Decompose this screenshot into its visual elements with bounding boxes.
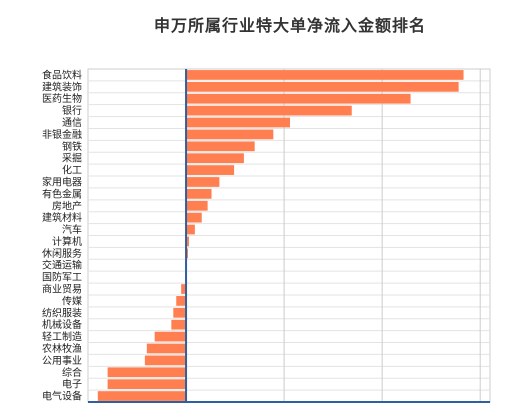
category-label: 非银金融: [42, 128, 82, 141]
bar: [186, 200, 208, 211]
category-label: 公用事业: [42, 354, 82, 367]
category-label: 纺织服装: [42, 306, 82, 319]
category-label: 食品饮料: [42, 68, 82, 81]
category-label-layer: 食品饮料建筑装饰医药生物银行通信非银金融钢铁采掘化工家用电器有色金属房地产建筑材…: [42, 68, 82, 402]
bar: [186, 81, 459, 92]
category-label: 交通运输: [42, 259, 82, 272]
category-label: 化工: [62, 164, 82, 177]
bar: [186, 129, 274, 140]
bar: [186, 188, 212, 199]
bar: [186, 141, 255, 152]
category-label: 采掘: [62, 152, 82, 165]
bar: [176, 296, 187, 306]
category-label: 房地产: [52, 199, 82, 212]
bar: [186, 117, 290, 128]
bar: [146, 343, 187, 354]
bar: [186, 105, 352, 116]
grid-layer: [87, 68, 491, 403]
bar: [107, 379, 187, 390]
bar: [107, 367, 187, 378]
category-label: 休闲服务: [42, 247, 82, 260]
axis-layer: [88, 69, 490, 403]
category-label: 有色金属: [42, 187, 82, 200]
bar: [186, 93, 411, 104]
category-label: 机械设备: [42, 318, 82, 331]
category-label: 电子: [62, 378, 82, 391]
category-label: 通信: [62, 117, 82, 129]
category-label: 国防军工: [42, 271, 82, 284]
category-label: 汽车: [62, 223, 82, 236]
bar: [186, 70, 464, 80]
chart-title: 申万所属行业特大单净流入金额排名: [153, 16, 426, 35]
category-label: 建筑材料: [42, 211, 82, 224]
category-label: 计算机: [52, 235, 82, 248]
category-label: 银行: [62, 104, 82, 117]
bar: [173, 307, 187, 318]
category-label: 商业贸易: [42, 283, 82, 296]
category-label: 综合: [62, 366, 82, 379]
category-label: 建筑装饰: [42, 80, 82, 93]
category-label: 钢铁: [62, 140, 82, 153]
bar: [97, 391, 187, 401]
category-label: 传媒: [62, 295, 82, 307]
category-label: 农林牧渔: [42, 342, 82, 355]
bar: [154, 331, 187, 342]
bar: [186, 236, 189, 247]
bar: [186, 165, 235, 175]
category-label: 医药生物: [42, 92, 82, 105]
bar: [186, 224, 195, 235]
bar: [186, 153, 244, 164]
bar: [171, 319, 187, 330]
category-label: 轻工制造: [42, 330, 82, 343]
category-label: 电气设备: [42, 390, 82, 403]
bar: [186, 212, 202, 223]
bar: [186, 177, 220, 187]
bar: [144, 355, 187, 366]
category-label: 家用电器: [42, 175, 82, 188]
bar: [181, 284, 187, 294]
bar-layer: [97, 70, 464, 401]
